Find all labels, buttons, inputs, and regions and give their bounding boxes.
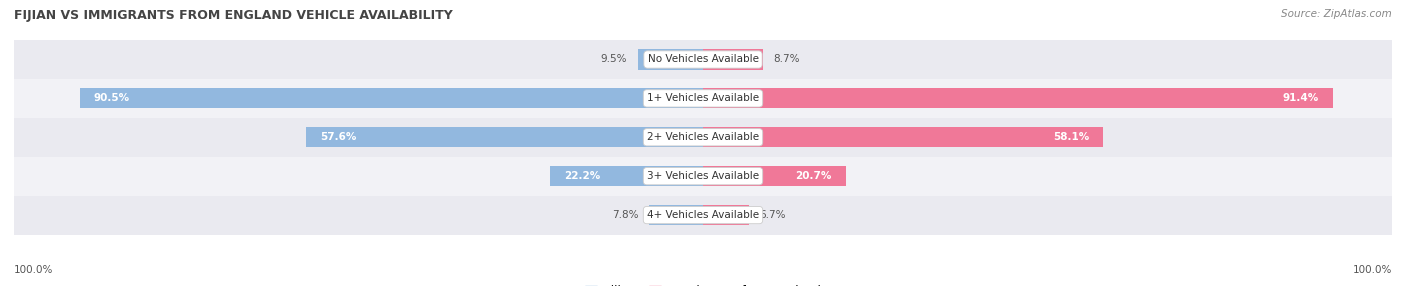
Bar <box>550 166 703 186</box>
Bar <box>14 196 1392 235</box>
Text: 1+ Vehicles Available: 1+ Vehicles Available <box>647 94 759 103</box>
Text: 7.8%: 7.8% <box>613 210 638 220</box>
Text: 3+ Vehicles Available: 3+ Vehicles Available <box>647 171 759 181</box>
Bar <box>80 88 703 108</box>
Legend: Fijian, Immigrants from England: Fijian, Immigrants from England <box>581 280 825 286</box>
Text: 22.2%: 22.2% <box>564 171 600 181</box>
Bar <box>14 118 1392 157</box>
Text: 90.5%: 90.5% <box>93 94 129 103</box>
Bar <box>703 88 1333 108</box>
Bar <box>703 127 1104 147</box>
Text: 6.7%: 6.7% <box>759 210 786 220</box>
Text: 91.4%: 91.4% <box>1282 94 1319 103</box>
Bar <box>14 40 1392 79</box>
Text: 20.7%: 20.7% <box>796 171 832 181</box>
Text: 9.5%: 9.5% <box>600 55 627 64</box>
Bar <box>14 79 1392 118</box>
Bar <box>637 49 703 69</box>
Bar <box>703 166 845 186</box>
Bar <box>650 205 703 225</box>
Text: Source: ZipAtlas.com: Source: ZipAtlas.com <box>1281 9 1392 19</box>
Text: 57.6%: 57.6% <box>321 132 356 142</box>
Text: 100.0%: 100.0% <box>14 265 53 275</box>
Text: FIJIAN VS IMMIGRANTS FROM ENGLAND VEHICLE AVAILABILITY: FIJIAN VS IMMIGRANTS FROM ENGLAND VEHICL… <box>14 9 453 21</box>
Text: 4+ Vehicles Available: 4+ Vehicles Available <box>647 210 759 220</box>
Text: No Vehicles Available: No Vehicles Available <box>648 55 758 64</box>
Text: 2+ Vehicles Available: 2+ Vehicles Available <box>647 132 759 142</box>
Text: 8.7%: 8.7% <box>773 55 800 64</box>
Bar <box>14 157 1392 196</box>
Bar <box>703 205 749 225</box>
Bar <box>307 127 703 147</box>
Text: 58.1%: 58.1% <box>1053 132 1090 142</box>
Text: 100.0%: 100.0% <box>1353 265 1392 275</box>
Bar <box>703 49 763 69</box>
